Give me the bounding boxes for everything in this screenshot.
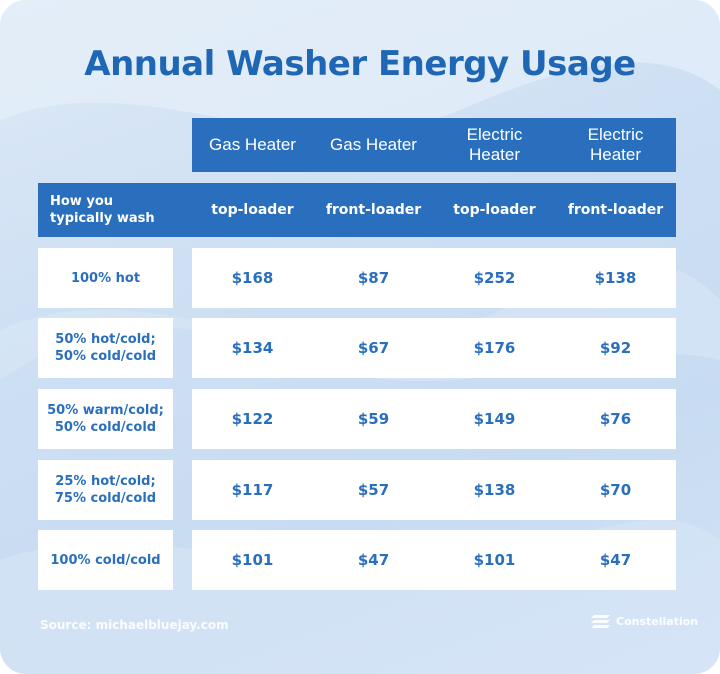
cell-value: $138: [594, 269, 637, 287]
cell-value: $70: [599, 481, 632, 499]
cell-value: $138: [473, 481, 516, 499]
brand-name: Constellation: [616, 614, 699, 628]
cell-value: $92: [599, 339, 632, 357]
cell-value: $122: [231, 410, 274, 428]
table-row: $168 $87 $252 $138: [192, 248, 676, 308]
constellation-logo-icon: [591, 615, 610, 628]
cell-value: $252: [473, 269, 516, 287]
cell-value: $101: [231, 551, 274, 569]
table-row: $101 $47 $101 $47: [192, 530, 676, 590]
row-label-1: 100% hot: [38, 248, 173, 308]
row-label-4: 25% hot/cold; 75% cold/cold: [38, 460, 173, 520]
page-title: Annual Washer Energy Usage: [84, 44, 636, 84]
cell-value: $47: [357, 551, 390, 569]
row-label-2: 50% hot/cold; 50% cold/cold: [38, 318, 173, 378]
heater-header-bar: Gas Heater Gas Heater Electric Heater El…: [192, 118, 676, 172]
col-type-1: top-loader: [211, 202, 294, 218]
cell-value: $176: [473, 339, 516, 357]
row-label-3: 50% warm/cold; 50% cold/cold: [38, 389, 173, 449]
col-type-4: front-loader: [567, 202, 664, 218]
cell-value: $47: [599, 551, 632, 569]
cell-value: $117: [231, 481, 274, 499]
table-row: $122 $59 $149 $76: [192, 389, 676, 449]
col-type-3: top-loader: [453, 202, 536, 218]
col-heater-1: Gas Heater: [209, 135, 296, 154]
col-heater-3: Electric Heater: [466, 125, 523, 164]
table-row: $134 $67 $176 $92: [192, 318, 676, 378]
brand-logo: Constellation: [590, 612, 698, 630]
cell-value: $59: [357, 410, 390, 428]
col-type-2: front-loader: [325, 202, 422, 218]
table-row: $117 $57 $138 $70: [192, 460, 676, 520]
cell-value: $57: [357, 481, 390, 499]
col-heater-2: Gas Heater: [330, 135, 417, 154]
cell-value: $67: [357, 339, 390, 357]
source-credit: Source: michaelbluejay.com: [40, 618, 229, 632]
loader-header-bar: How you typically wash top-loader front-…: [38, 183, 676, 237]
col-heater-4: Electric Heater: [587, 125, 644, 164]
row-label-5: 100% cold/cold: [38, 530, 173, 590]
cell-value: $87: [357, 269, 390, 287]
cell-value: $101: [473, 551, 516, 569]
row-header-label: How you typically wash: [50, 194, 155, 226]
cell-value: $76: [599, 410, 632, 428]
cell-value: $134: [231, 339, 274, 357]
cell-value: $168: [231, 269, 274, 287]
cell-value: $149: [473, 410, 516, 428]
